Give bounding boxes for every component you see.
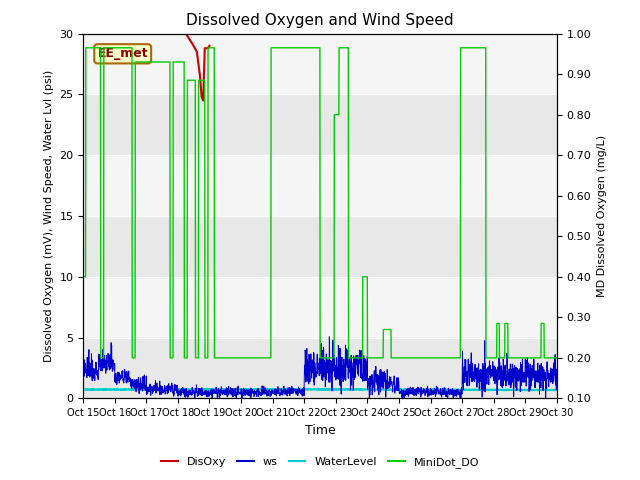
Y-axis label: MD Dissolved Oxygen (mg/L): MD Dissolved Oxygen (mg/L) xyxy=(597,135,607,297)
Text: EE_met: EE_met xyxy=(97,48,148,60)
Bar xyxy=(83,34,557,95)
Bar xyxy=(83,337,557,398)
Bar xyxy=(83,216,557,277)
Bar xyxy=(83,155,557,216)
Y-axis label: Dissolved Oxygen (mV), Wind Speed, Water Lvl (psi): Dissolved Oxygen (mV), Wind Speed, Water… xyxy=(44,70,54,362)
Bar xyxy=(83,95,557,155)
X-axis label: Time: Time xyxy=(305,424,335,437)
Legend: DisOxy, ws, WaterLevel, MiniDot_DO: DisOxy, ws, WaterLevel, MiniDot_DO xyxy=(157,452,483,472)
Title: Dissolved Oxygen and Wind Speed: Dissolved Oxygen and Wind Speed xyxy=(186,13,454,28)
Bar xyxy=(83,277,557,337)
